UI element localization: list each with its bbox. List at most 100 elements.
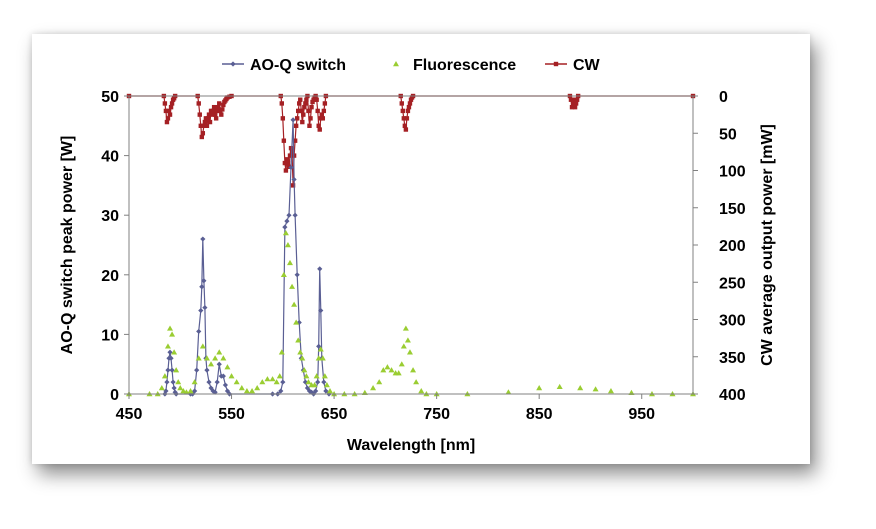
data-point xyxy=(280,116,286,121)
data-point xyxy=(286,212,292,218)
data-point xyxy=(400,343,407,349)
legend: AO-Q switch Fluorescence CW xyxy=(222,57,601,74)
data-point xyxy=(198,307,204,314)
data-point xyxy=(212,355,219,361)
data-point xyxy=(291,176,297,183)
data-point xyxy=(401,116,407,121)
data-point xyxy=(376,379,383,385)
chart: AO-Q switch Fluorescence CW 450 550 650 750 85… xyxy=(59,57,776,454)
data-point xyxy=(577,385,584,391)
data-point xyxy=(171,96,177,101)
x-tick-label: 850 xyxy=(526,406,553,423)
data-point xyxy=(196,328,202,335)
y2-tick-label: 100 xyxy=(719,164,746,181)
data-point xyxy=(273,379,280,385)
y-tick-label: 40 xyxy=(101,149,119,166)
legend-item: Fluorescence xyxy=(393,57,516,74)
data-point xyxy=(323,388,329,394)
data-point xyxy=(171,385,177,391)
data-point xyxy=(406,349,413,355)
legend-marker xyxy=(393,61,399,67)
legend-marker xyxy=(553,61,559,67)
y2-tick-label: 300 xyxy=(719,313,746,330)
data-point xyxy=(228,373,235,379)
legend-label: Fluorescence xyxy=(413,57,516,74)
data-point xyxy=(321,379,327,385)
data-point xyxy=(243,388,250,394)
data-point xyxy=(568,97,574,102)
data-point xyxy=(289,283,296,289)
data-point xyxy=(209,112,215,117)
series-layer xyxy=(126,93,696,397)
data-point xyxy=(172,389,178,395)
data-point xyxy=(297,349,304,355)
data-point xyxy=(402,325,409,331)
data-point xyxy=(202,304,208,311)
data-point xyxy=(168,104,174,110)
data-point xyxy=(169,101,175,106)
data-point xyxy=(210,108,216,114)
data-point xyxy=(299,108,304,114)
data-point xyxy=(208,385,214,391)
data-point xyxy=(177,385,184,391)
data-point xyxy=(402,123,408,128)
data-point xyxy=(297,101,302,106)
data-point xyxy=(413,379,420,385)
data-point xyxy=(233,379,240,385)
y-axis-label: AO-Q switch peak power [W] xyxy=(59,136,76,355)
legend-item: AO-Q switch xyxy=(222,57,346,74)
data-point xyxy=(238,385,245,391)
data-point xyxy=(400,108,405,114)
plot-frame xyxy=(128,95,694,395)
data-point xyxy=(313,373,320,379)
data-point xyxy=(305,379,312,385)
data-point xyxy=(300,119,305,125)
data-point xyxy=(196,101,201,106)
data-point xyxy=(163,108,169,114)
data-point xyxy=(194,367,200,373)
data-point xyxy=(205,116,211,121)
data-point xyxy=(171,349,178,355)
data-point xyxy=(592,386,599,392)
data-point xyxy=(569,104,575,110)
data-point xyxy=(222,382,228,388)
data-point xyxy=(202,119,208,125)
data-point xyxy=(317,346,324,352)
x-tick-label: 450 xyxy=(116,406,143,423)
data-point xyxy=(284,218,290,224)
data-point xyxy=(201,123,207,128)
data-point xyxy=(208,361,215,367)
data-point xyxy=(279,101,284,106)
legend-label: CW xyxy=(573,57,601,74)
data-point xyxy=(290,183,296,188)
data-point xyxy=(280,271,287,277)
data-point xyxy=(201,278,207,284)
data-point xyxy=(284,242,291,248)
y-tick-label: 20 xyxy=(101,268,119,285)
data-point xyxy=(200,131,206,136)
data-point xyxy=(292,212,298,218)
data-point xyxy=(213,116,219,121)
data-point xyxy=(169,331,176,337)
data-point xyxy=(197,112,202,117)
data-point xyxy=(191,379,198,385)
data-point xyxy=(286,164,292,169)
y2-tick-label: 0 xyxy=(719,89,728,106)
data-point xyxy=(404,337,411,343)
data-point xyxy=(283,168,289,173)
y-tick-label: 0 xyxy=(110,387,119,404)
data-point xyxy=(216,349,223,355)
data-point xyxy=(403,127,409,132)
data-point xyxy=(175,379,182,385)
data-point xyxy=(571,97,577,102)
data-point xyxy=(282,224,288,230)
data-point xyxy=(187,388,194,394)
x-tick-label: 750 xyxy=(423,406,450,423)
y2-tick-label: 50 xyxy=(719,126,737,143)
data-point xyxy=(204,367,210,373)
data-point xyxy=(254,385,261,391)
data-point xyxy=(281,138,287,143)
data-point xyxy=(292,138,298,143)
data-point xyxy=(311,97,316,102)
data-point xyxy=(316,123,321,128)
